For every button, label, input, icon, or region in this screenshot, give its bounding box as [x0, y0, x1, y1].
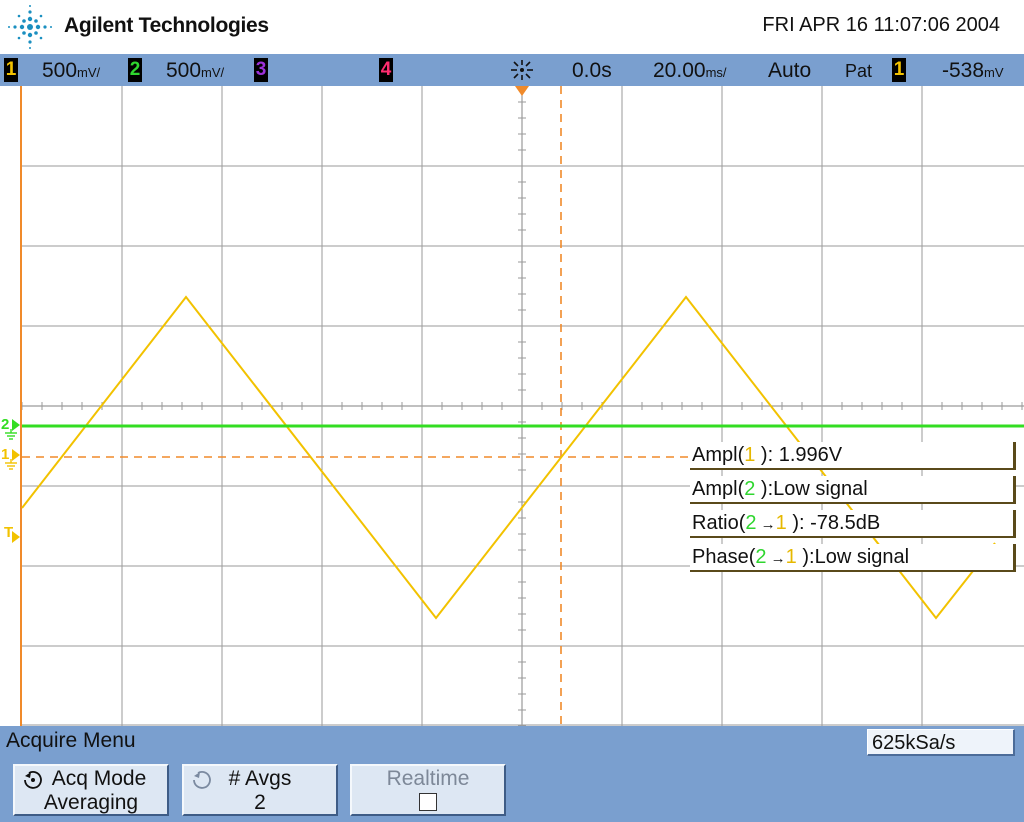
brand-name: Agilent Technologies [64, 14, 269, 37]
measurement-value: ): 1.996V [755, 444, 843, 466]
date-time: FRI APR 16 11:07:06 2004 [762, 14, 1000, 36]
softkey-label: Acq Mode [51, 767, 147, 790]
measurement-label: Phase( [692, 546, 756, 568]
trigger-position-marker [515, 86, 529, 96]
timebase[interactable]: 20.00ms/ [653, 59, 727, 83]
measurement-label: Ampl( [692, 478, 745, 500]
num-avgs-softkey[interactable]: # Avgs 2 [182, 764, 338, 816]
channel-number: 1 [775, 512, 787, 534]
acq-mode-softkey[interactable]: Acq Mode Averaging [13, 764, 169, 816]
ch2-scale-unit: mV/ [201, 65, 225, 80]
ch1-triangle-wave [21, 295, 996, 620]
ch2-scale-value: 500 [166, 59, 202, 82]
ch1-ground-icon [5, 459, 17, 470]
ch1-ground-label: 1 [1, 446, 10, 463]
ch2-ground-icon [5, 429, 17, 440]
rotate-knob-icon [24, 771, 42, 789]
trigger-source-indicator[interactable]: 1 [892, 58, 906, 82]
ch1-ground-arrow-icon [12, 449, 20, 461]
softkey-label: Realtime [386, 767, 470, 790]
header-bar: Agilent Technologies FRI APR 16 11:07:06… [0, 0, 1024, 54]
agilent-spark-logo-icon [8, 5, 52, 49]
ch2-ground-label: 2 [1, 416, 10, 433]
ch1-scale[interactable]: 500mV/ [42, 59, 100, 83]
ch2-scale[interactable]: 500mV/ [166, 59, 224, 83]
timebase-unit: ms/ [705, 65, 727, 80]
measurement-value: ): -78.5dB [786, 512, 881, 534]
sample-rate: 625kSa/s [867, 729, 1015, 756]
softkey-value: 2 [254, 791, 266, 814]
channel-number: 1 [744, 444, 756, 466]
ch2-ground-arrow-icon [12, 419, 20, 431]
ch1-indicator[interactable]: 1 [4, 58, 18, 82]
channel-number: 2 [755, 546, 767, 568]
measurement-ampl-ch2[interactable]: Ampl(2 ):Low signal [690, 476, 1016, 504]
measurement-ampl-ch1[interactable]: Ampl(1 ): 1.996V [690, 442, 1016, 470]
channel-number: 2 [745, 512, 757, 534]
measurement-value: ):Low signal [755, 478, 868, 500]
trigger-level-arrow-icon [12, 531, 20, 543]
status-bar: 1 500mV/ 2 500mV/ 3 4 0.0s 20.00ms/ Auto… [0, 54, 1024, 86]
rotate-knob-icon [193, 771, 211, 789]
graticule [20, 85, 1024, 727]
ch1-scale-unit: mV/ [77, 65, 101, 80]
ch2-indicator[interactable]: 2 [128, 58, 142, 82]
ch4-indicator[interactable]: 4 [379, 58, 393, 82]
trigger-level-value: -538 [942, 59, 985, 82]
channel-number: 2 [744, 478, 756, 500]
realtime-softkey[interactable]: Realtime [350, 764, 506, 816]
trigger-level-label: T [4, 524, 14, 541]
trigger-level[interactable]: -538mV [942, 59, 1004, 83]
softkey-menu: Acquire Menu 625kSa/s Acq Mode Averaging… [0, 726, 1024, 822]
trigger-mode[interactable]: Auto [768, 59, 812, 82]
trigger-type[interactable]: Pat [845, 61, 873, 81]
realtime-checkbox[interactable] [419, 793, 437, 811]
softkey-value: Averaging [43, 791, 139, 814]
scope-display: 2 1 T Ampl(1 ): 1.996V Ampl(2 ):Low sign… [0, 85, 1024, 727]
ch1-ground-marker: 1 [0, 446, 20, 470]
trigger-level-marker: T [0, 524, 20, 544]
ch3-indicator[interactable]: 3 [254, 58, 268, 82]
arrow-icon: → [756, 516, 776, 533]
measurement-value: ):Low signal [796, 546, 910, 568]
measurement-label: Ratio( [692, 512, 746, 534]
trigger-level-unit: mV [984, 65, 1004, 80]
channel-number: 1 [785, 546, 797, 568]
timebase-value: 20.00 [653, 59, 706, 82]
measurement-ratio[interactable]: Ratio(2 →1 ): -78.5dB [690, 510, 1016, 538]
menu-title: Acquire Menu [6, 729, 136, 752]
ch1-scale-value: 500 [42, 59, 78, 82]
trigger-delay[interactable]: 0.0s [572, 59, 612, 82]
ch2-ground-marker: 2 [0, 416, 20, 440]
softkey-label: # Avgs [228, 767, 292, 790]
arrow-icon: → [766, 550, 786, 567]
trigger-sun-icon [511, 60, 533, 80]
measurement-label: Ampl( [692, 444, 745, 466]
measurement-phase[interactable]: Phase(2 →1 ):Low signal [690, 544, 1016, 572]
